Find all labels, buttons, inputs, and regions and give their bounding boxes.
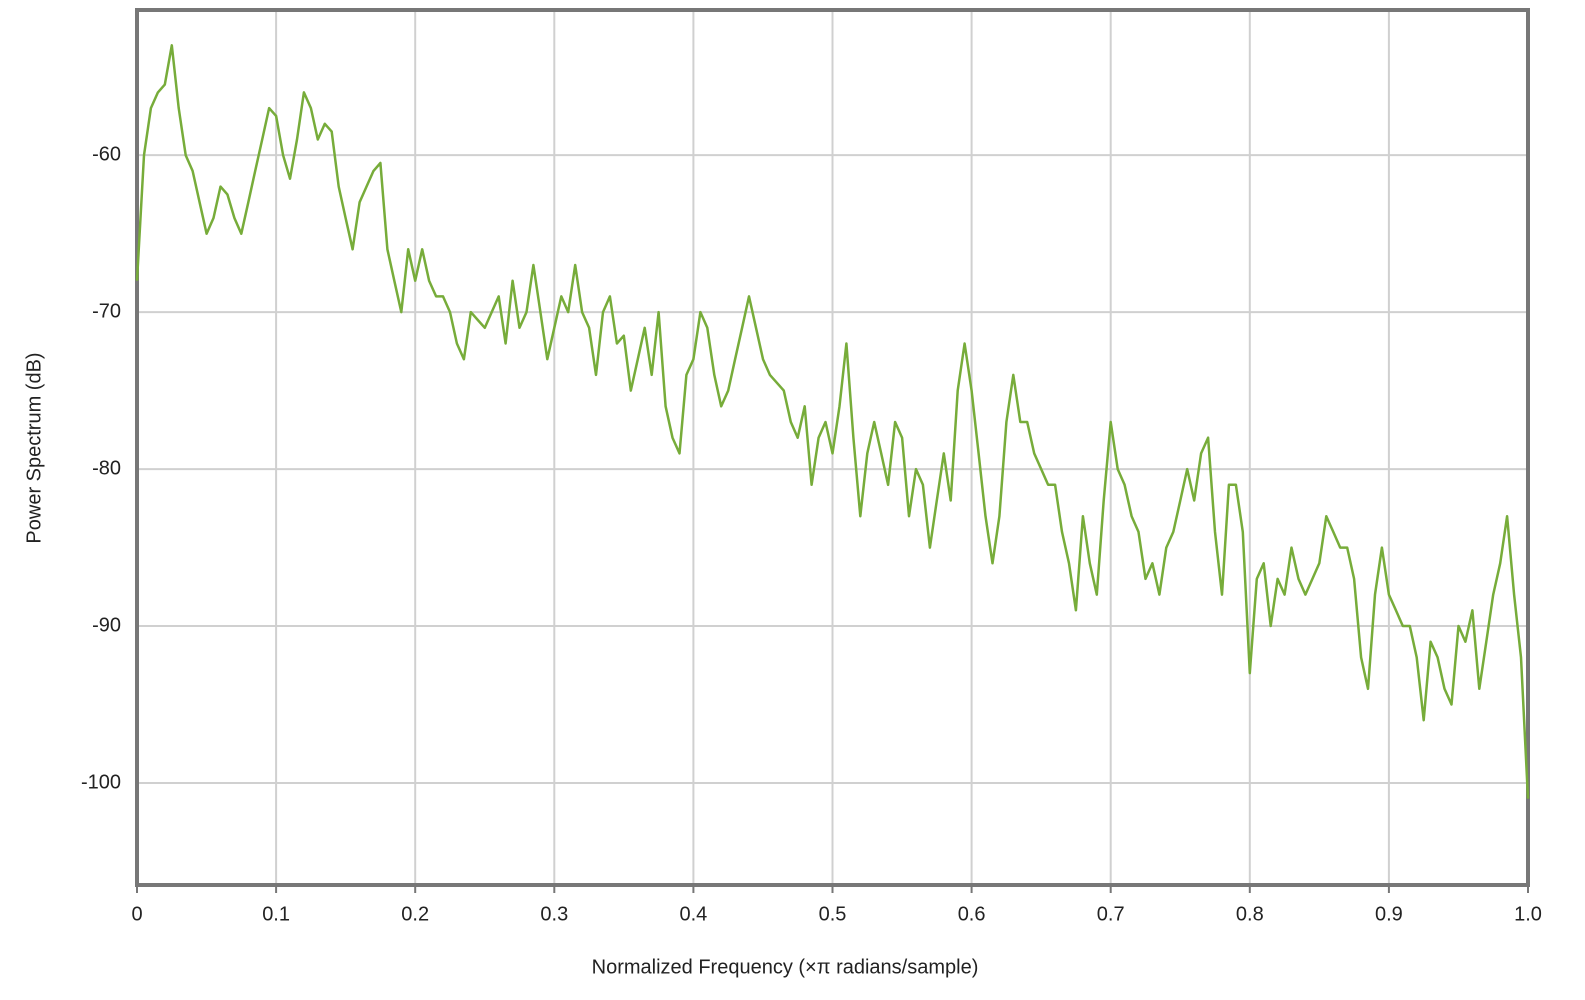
x-tick-label: 0.4 <box>679 903 707 925</box>
line <box>135 44 1530 799</box>
x-tick-label: 0 <box>131 903 142 925</box>
x-tick-label: 0.7 <box>1097 903 1125 925</box>
y-tick-label: -100 <box>81 771 121 793</box>
x-tick-label: 1.0 <box>1514 903 1542 925</box>
y-tick-label: -70 <box>92 300 121 322</box>
x-tick-label: 0.8 <box>1236 903 1264 925</box>
x-tick-label: 0.9 <box>1375 903 1403 925</box>
x-tick-label: 0.5 <box>819 903 847 925</box>
y-tick-label: -60 <box>92 143 121 165</box>
x-axis-label: Normalized Frequency (×π radians/sample) <box>592 956 979 978</box>
x-tick-label: 0.2 <box>401 903 429 925</box>
x-tick-label: 0.1 <box>262 903 290 925</box>
x-tick-label: 0.6 <box>958 903 986 925</box>
x-tick-label: 0.3 <box>540 903 568 925</box>
y-axis-label: Power Spectrum (dB) <box>23 352 45 543</box>
y-tick-label: -90 <box>92 614 121 636</box>
y-tick-label: -80 <box>92 457 121 479</box>
plot-frame <box>135 8 1530 887</box>
